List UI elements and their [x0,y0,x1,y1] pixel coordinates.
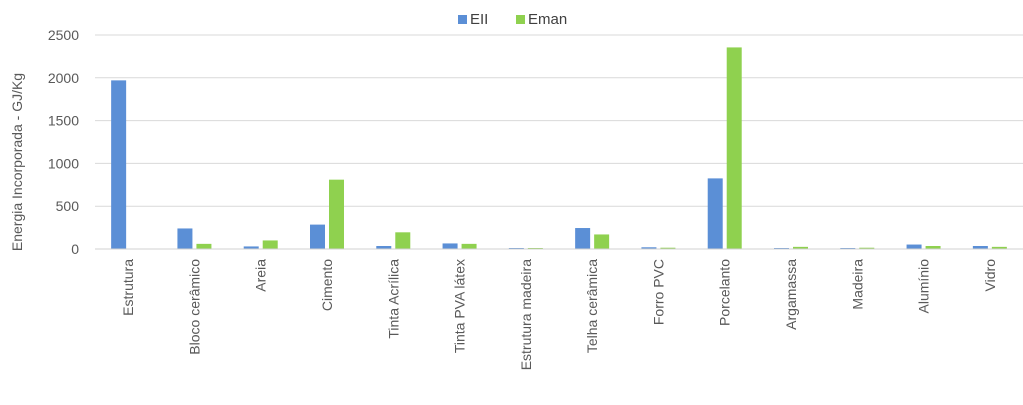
x-tick-label: Alumínio [916,259,932,314]
bar-eman-1 [196,243,212,249]
x-tick-label: Vidro [982,259,998,292]
bar-eman-9 [726,47,742,249]
y-tick-label: 2000 [48,70,79,86]
x-tick-label: Tinta Acrílica [385,259,401,339]
x-tick-label: Areia [253,259,269,292]
y-axis-title: Energia Incorporada - GJ/Kg [9,73,25,251]
y-tick-label: 1500 [48,113,79,129]
x-tick-label: Argamassa [783,259,799,330]
bar-eman-5 [461,243,477,249]
x-tick-label: Estrutura madeira [518,259,534,370]
bar-eii-3 [310,224,325,249]
bar-eii-0 [111,80,127,249]
bar-eii-9 [707,178,723,249]
bar-eman-8 [660,247,676,249]
x-tick-label: Forro PVC [650,259,666,325]
legend: EII Eman [458,11,567,28]
legend-label-eman: Eman [528,11,567,28]
x-tick-label: Tinta PVA látex [452,259,468,353]
x-tick-label: Telha cerâmica [584,259,600,353]
x-axis-ticks: Estrutura Bloco cerâmico Areia Cimento Tinta… [120,259,998,370]
y-tick-label: 0 [71,241,79,257]
bar-eii-8 [641,247,657,249]
bar-eii-4 [376,246,392,249]
bar-eii-1 [177,228,193,249]
bar-eman-11 [859,247,875,249]
gridlines [95,34,1023,207]
bars [111,47,1007,249]
legend-swatch-eman [516,15,525,24]
bar-eman-4 [395,232,411,249]
legend-swatch-eii [458,15,467,24]
bar-eman-2 [262,240,278,249]
x-tick-label: Estrutura [120,259,136,316]
bar-eman-3 [329,179,344,249]
bar-eii-5 [442,243,458,249]
x-tick-label: Madeira [849,259,865,310]
bar-eman-7 [594,234,610,249]
legend-label-eii: EII [470,11,488,28]
bar-eii-7 [575,228,591,249]
bar-eii-13 [972,246,988,249]
bar-eii-12 [906,244,922,249]
x-tick-label: Bloco cerâmico [186,259,202,355]
x-tick-label: Porcelanto [717,259,733,326]
y-tick-label: 500 [56,198,80,214]
x-tick-label: Cimento [319,259,335,311]
bar-eman-10 [793,246,808,249]
y-tick-label: 1000 [48,155,79,171]
bar-eii-2 [243,246,259,249]
bar-eman-13 [991,246,1007,249]
bar-eman-12 [925,246,941,249]
y-axis-ticks: 0 500 1000 1500 2000 2500 [48,27,79,257]
y-tick-label: 2500 [48,27,79,43]
